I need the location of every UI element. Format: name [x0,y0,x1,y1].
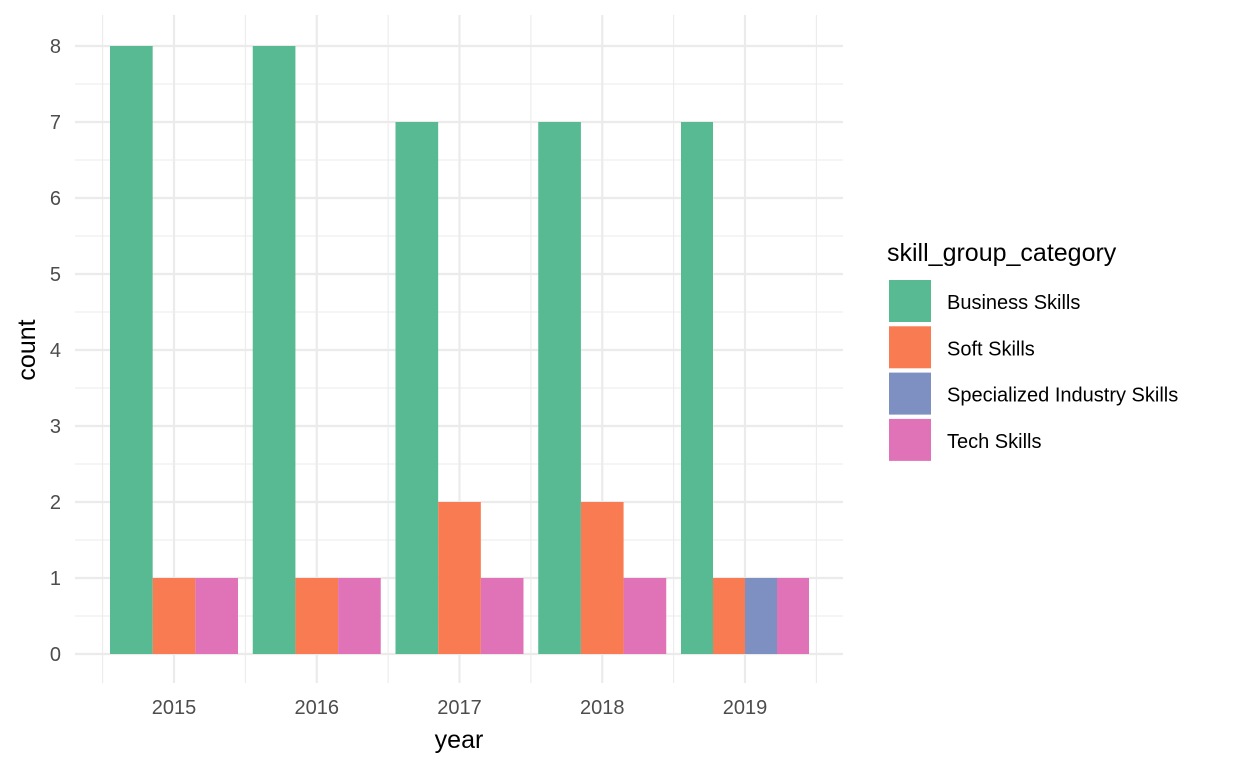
y-tick-label: 1 [50,568,61,590]
y-tick-label: 7 [50,112,61,134]
y-tick-label: 8 [50,36,61,58]
legend-swatch [889,418,931,461]
y-tick-label: 3 [50,416,61,438]
legend-swatch [889,280,931,322]
bar-business-skills-2015 [110,46,153,654]
grid-lines [75,15,843,683]
bar-soft-skills-2018 [580,502,624,654]
y-axis-ticks: 0 1 2 3 4 5 6 7 8 [50,36,61,666]
bar-business-skills-2016 [252,46,296,654]
bar-tech-skills-2017 [480,578,524,654]
bar-soft-skills-2017 [438,502,481,654]
bar-tech-skills-2016 [338,578,381,654]
y-axis-title: count [13,319,41,380]
x-tick-label: 2019 [723,697,768,719]
legend-swatch [889,372,931,415]
legend-swatch [889,326,931,369]
bar-soft-skills-2015 [152,578,196,654]
x-tick-label: 2016 [295,697,340,719]
bar-tech-skills-2015 [195,578,238,654]
x-tick-label: 2017 [437,697,482,719]
bar-business-skills-2019 [681,122,713,654]
legend: skill_group_category Business Skills Soft… [887,239,1178,461]
bar-specialized-industry-skills-2019 [745,578,777,654]
x-axis-title: year [435,726,484,754]
x-tick-label: 2018 [580,697,625,719]
legend-items: Business Skills Soft Skills Specialized In… [889,280,1178,461]
y-tick-label: 2 [50,492,61,514]
y-tick-label: 4 [50,340,61,362]
x-tick-label: 2015 [152,697,197,719]
bar-business-skills-2018 [538,122,581,654]
legend-title: skill_group_category [887,239,1117,267]
legend-label: Specialized Industry Skills [947,385,1178,407]
bar-business-skills-2017 [395,122,439,654]
bar-soft-skills-2019 [713,578,745,654]
y-tick-label: 0 [50,644,61,666]
y-tick-label: 6 [50,188,61,210]
legend-label: Soft Skills [947,338,1035,360]
bars [110,46,809,654]
bar-tech-skills-2019 [777,578,809,654]
bar-tech-skills-2018 [623,578,667,654]
x-axis-ticks: 2015 2016 2017 2018 2019 [152,697,768,719]
bar-soft-skills-2016 [295,578,339,654]
y-tick-label: 5 [50,264,61,286]
legend-label: Tech Skills [947,431,1041,453]
legend-label: Business Skills [947,292,1080,314]
